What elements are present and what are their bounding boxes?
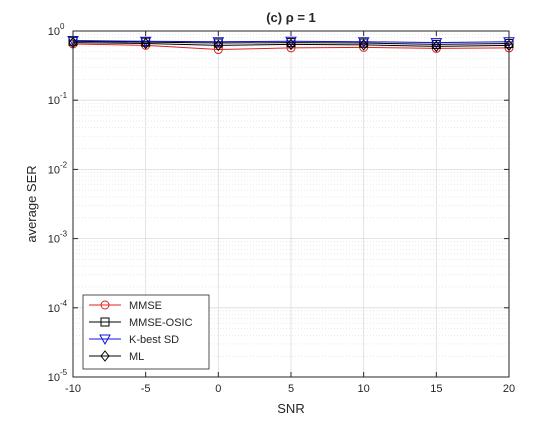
data-point-mmse	[286, 43, 296, 53]
data-point-ml	[141, 37, 151, 50]
y-tick-label: 10	[48, 372, 60, 384]
series-line-ml	[72, 42, 510, 47]
y-tick-exponent: -5	[60, 368, 68, 377]
x-tick-label: 10	[358, 383, 370, 395]
x-tick-label: 0	[215, 383, 221, 395]
x-tick-label: -5	[141, 383, 151, 395]
legend-marker-mmse	[100, 300, 110, 310]
y-tick-exponent: -3	[60, 230, 68, 239]
chart-title: (c) ρ = 1	[266, 10, 316, 25]
series-line-k-best-sd	[72, 39, 510, 44]
legend-marker-k-best-sd	[99, 334, 111, 346]
series-layer	[67, 35, 515, 55]
x-tick-label: 15	[430, 383, 442, 395]
y-tick-label: 10	[48, 303, 60, 315]
legend-label-mmse-osic: MMSE-OSIC	[129, 317, 193, 329]
y-tick-label: 10	[48, 95, 60, 107]
y-tick-exponent: 0	[60, 22, 65, 31]
y-tick-label: 10	[48, 26, 60, 38]
legend-box	[82, 294, 210, 370]
x-tick-label: 20	[503, 383, 515, 395]
legend-label-k-best-sd: K-best SD	[129, 334, 179, 346]
y-tick-label: 10	[48, 164, 60, 176]
y-tick-label: 10	[48, 234, 60, 246]
legend-marker-mmse-osic	[100, 317, 110, 327]
x-axis-label: SNR	[277, 401, 304, 416]
data-point-ml	[213, 39, 223, 52]
y-tick-exponent: -2	[60, 160, 68, 169]
legend: MMSE MMSE-OSIC K-best SD ML	[82, 294, 210, 370]
x-tick-label: 5	[288, 383, 294, 395]
y-tick-exponent: -4	[60, 299, 68, 308]
series-line-mmse-osic	[72, 40, 510, 45]
data-point-ml	[286, 38, 296, 51]
data-point-ml	[431, 40, 441, 53]
y-axis-label: average SER	[24, 165, 39, 242]
legend-label-mmse: MMSE	[129, 300, 162, 312]
legend-marker-ml	[100, 350, 110, 362]
data-point-k-best-sd	[212, 37, 225, 48]
data-point-k-best-sd	[430, 38, 443, 49]
x-tick-label: -10	[65, 383, 81, 395]
data-point-ml	[359, 39, 369, 51]
y-tick-exponent: -1	[60, 91, 68, 100]
legend-label-ml: ML	[129, 351, 144, 363]
